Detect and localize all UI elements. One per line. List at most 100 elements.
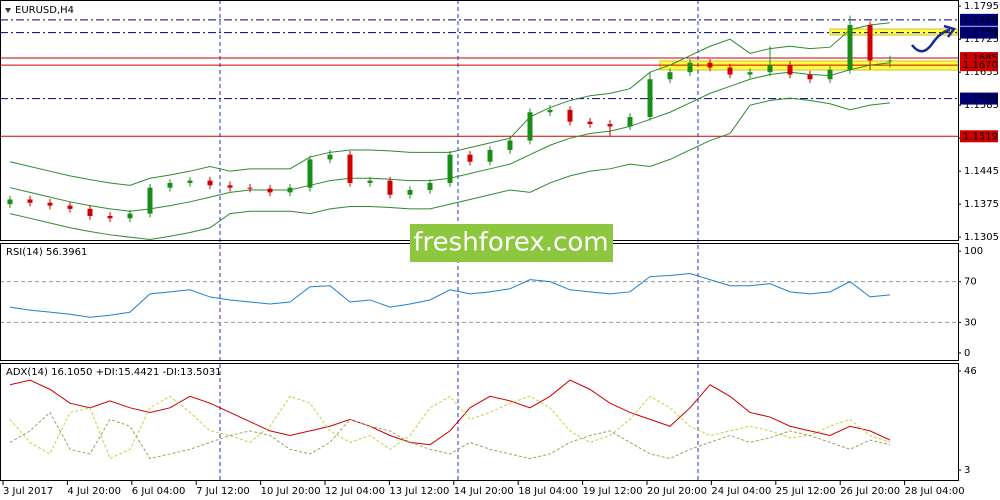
candle-body (267, 188, 273, 193)
candle-body (507, 140, 513, 150)
chart-title: EURUSD,H4 (15, 5, 74, 16)
x-tick-label: 25 Jul 12:00 (776, 486, 836, 497)
y-tick-label: 1.1305 (964, 232, 999, 243)
indicator-line (9, 379, 891, 446)
candle-body (447, 154, 453, 183)
y-tick-label: 1.1795 (964, 1, 999, 12)
level-label-box (960, 59, 998, 72)
candle-body (547, 109, 553, 113)
x-tick-label: 4 Jul 20:00 (67, 486, 121, 497)
watermark-box (410, 224, 613, 262)
candle-body (167, 182, 173, 188)
x-tick-label: 7 Jul 12:00 (196, 486, 250, 497)
candle-body (407, 190, 413, 195)
adx-title: ADX(14) 16.1050 +DI:15.4421 -DI:13.5031 (6, 367, 222, 378)
candle-body (467, 154, 473, 162)
y-tick-label: 70 (964, 277, 977, 288)
y-tick-label: 100 (964, 246, 983, 257)
candle-body (307, 159, 313, 188)
candle-body (807, 74, 813, 80)
candle-body (147, 187, 153, 214)
bollinger-band (9, 97, 891, 241)
candle-body (827, 69, 833, 80)
candle-body (427, 182, 433, 191)
watermark: freshforex.com (410, 224, 613, 262)
x-tick-label: 18 Jul 04:00 (518, 486, 578, 497)
level-label: 1.1599 (963, 94, 998, 105)
y-tick-label: 3 (964, 465, 970, 476)
candle-body (847, 25, 853, 70)
y-tick-label: 1.1375 (964, 199, 999, 210)
x-tick-label: 28 Jul 04:00 (905, 486, 965, 497)
frame (0, 0, 959, 481)
candle-body (767, 65, 773, 73)
watermark-text: freshforex.com (413, 228, 608, 258)
x-tick-label: 3 Jul 2017 (3, 486, 53, 497)
candle-body (367, 180, 373, 183)
candle-body (7, 199, 13, 205)
arrow-head (943, 24, 957, 38)
candle-body (27, 199, 33, 203)
y-tick-label: 1.1445 (964, 166, 999, 177)
indicator-line (9, 395, 891, 460)
level-label-box (960, 26, 998, 39)
candle-body (287, 187, 293, 193)
x-tick-label: 10 Jul 20:00 (261, 486, 321, 497)
candle-body (687, 62, 693, 73)
rsi-title: RSI(14) 56.3961 (6, 247, 87, 258)
x-tick-label: 14 Jul 20:00 (454, 486, 514, 497)
symbol-icon (5, 8, 11, 13)
x-tick-label: 12 Jul 04:00 (325, 486, 385, 497)
adx-panel (0, 363, 959, 481)
candle-body (207, 180, 213, 186)
level-label: 1.1670 (963, 60, 998, 71)
indicator-line (9, 411, 891, 460)
level-label-box (960, 52, 998, 65)
candle-body (327, 154, 333, 160)
candle-body (607, 124, 613, 127)
candle-body (187, 180, 193, 183)
y-tick-label: 1.1585 (964, 100, 999, 111)
candle-body (347, 154, 353, 183)
candle-body (707, 62, 713, 68)
candle-body (567, 109, 573, 122)
level-label-box (960, 13, 998, 26)
candle-body (787, 65, 793, 75)
forecast-arrow (911, 28, 951, 53)
candle-body (747, 72, 753, 75)
level-label: 1.1685 (963, 53, 998, 64)
y-tick-label: 0 (964, 348, 970, 359)
level-label: 1.1739 (963, 28, 998, 39)
x-tick-label: 20 Jul 20:00 (647, 486, 707, 497)
y-tick-label: 1.1655 (964, 67, 999, 78)
candle-body (67, 205, 73, 209)
candle-body (867, 25, 873, 61)
candle-body (627, 116, 633, 127)
candle-body (107, 215, 113, 219)
candle-body (487, 149, 493, 162)
candle-body (587, 121, 593, 125)
x-tick-label: 24 Jul 04:00 (711, 486, 771, 497)
x-tick-label: 26 Jul 20:00 (840, 486, 900, 497)
level-label: 1.1766 (963, 15, 998, 26)
level-label-box (960, 130, 998, 143)
x-tick-label: 19 Jul 12:00 (583, 486, 643, 497)
candle-body (647, 79, 653, 117)
candle-body (667, 72, 673, 80)
x-tick-label: 6 Jul 04:00 (132, 486, 186, 497)
candle-body (887, 60, 893, 62)
level-label-box (960, 92, 998, 105)
x-tick-label: 13 Jul 12:00 (389, 486, 449, 497)
y-tick-label: 1.1725 (964, 34, 999, 45)
candle-body (127, 213, 133, 219)
candle-body (47, 202, 53, 206)
candle-body (247, 187, 253, 189)
level-label: 1.1519 (963, 131, 998, 142)
candle-body (387, 180, 393, 195)
candle-body (727, 67, 733, 75)
candle-body (227, 185, 233, 188)
candle-body (87, 208, 93, 216)
candle-body (527, 112, 533, 141)
indicator-line (9, 273, 891, 318)
